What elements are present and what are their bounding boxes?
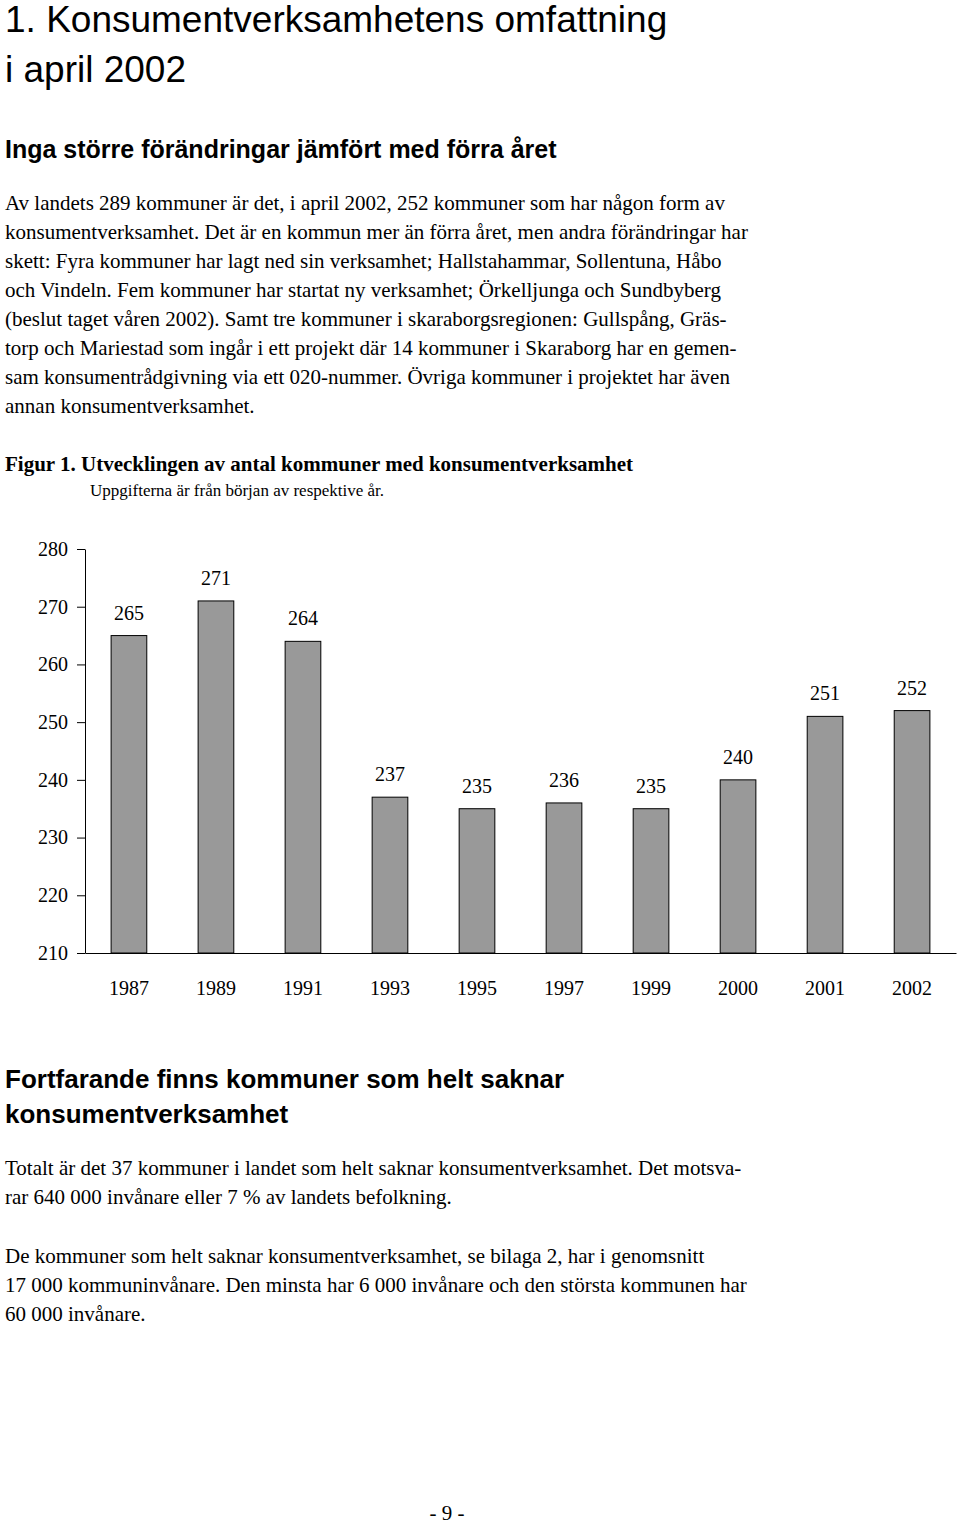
bar <box>372 797 408 953</box>
body-text: (beslut taget våren 2002). Samt tre komm… <box>5 307 727 331</box>
y-tick-label: 210 <box>38 942 68 964</box>
x-tick-label: 1993 <box>370 977 410 999</box>
x-tick: 2002 <box>892 953 932 999</box>
body-text: Totalt är det 37 kommuner i landet som h… <box>5 1156 741 1180</box>
body-text: torp och Mariestad som ingår i ett proje… <box>5 336 737 360</box>
y-tick-mark <box>77 664 85 665</box>
y-tick: 230 <box>38 826 85 848</box>
x-tick-label: 2000 <box>718 977 758 999</box>
body-text: och Vindeln. Fem kommuner har startat ny… <box>5 278 721 302</box>
body-text: rar 640 000 invånare eller 7 % av landet… <box>5 1185 452 1209</box>
x-tick: 1999 <box>631 953 671 999</box>
data-label: 235 <box>636 775 666 797</box>
x-tick: 2000 <box>718 953 758 999</box>
bar <box>633 809 669 953</box>
data-label: 265 <box>114 602 144 624</box>
page-number: - 9 - <box>430 1501 465 1525</box>
body-text: annan konsumentverksamhet. <box>5 394 255 418</box>
x-tick-label: 2001 <box>805 977 845 999</box>
y-tick-label: 260 <box>38 653 68 675</box>
y-tick: 220 <box>38 884 85 906</box>
bar <box>546 803 582 953</box>
x-tick-label: 1989 <box>196 977 236 999</box>
body-text: 17 000 kommuninvånare. Den minsta har 6 … <box>5 1273 747 1297</box>
y-tick-label: 240 <box>38 769 68 791</box>
section-title: konsumentverksamhet <box>5 1099 289 1129</box>
chart: 210 220 230 240 250 260 270 280 1987 1989 1991 1993… <box>38 538 957 999</box>
y-tick-mark <box>77 895 85 896</box>
body-text: 60 000 invånare. <box>5 1302 146 1326</box>
y-tick: 260 <box>38 653 85 675</box>
bar <box>807 716 843 953</box>
data-label: 264 <box>288 607 318 629</box>
x-tick: 1987 <box>109 953 149 999</box>
chart-subtitle: Uppgifterna är från början av respektive… <box>90 481 384 500</box>
y-tick-label: 220 <box>38 884 68 906</box>
y-tick-mark <box>77 838 85 839</box>
bar <box>111 636 147 953</box>
x-tick-label: 1987 <box>109 977 149 999</box>
data-label: 271 <box>201 567 231 589</box>
data-label: 252 <box>897 677 927 699</box>
body-text: konsumentverksamhet. Det är en kommun me… <box>5 220 748 244</box>
y-tick-label: 280 <box>38 538 68 560</box>
y-tick: 240 <box>38 769 85 791</box>
data-label: 236 <box>549 769 579 791</box>
x-tick: 1991 <box>283 953 323 999</box>
chart-title: Figur 1. Utvecklingen av antal kommuner … <box>5 452 633 476</box>
bar <box>459 809 495 953</box>
x-axis-line <box>86 953 957 954</box>
x-tick-label: 2002 <box>892 977 932 999</box>
y-tick-mark <box>77 780 85 781</box>
data-label: 240 <box>723 746 753 768</box>
data-labels: 265 271 264 237 235 236 235 240 251 252 <box>114 567 927 797</box>
heading: i april 2002 <box>5 49 186 90</box>
x-tick-label: 1995 <box>457 977 497 999</box>
bar <box>285 641 321 953</box>
y-tick: 250 <box>38 711 85 733</box>
y-tick-mark <box>77 953 85 954</box>
y-axis: 210 220 230 240 250 260 270 280 <box>38 538 86 964</box>
body-text: sam konsumentrådgivning via ett 020-numm… <box>5 365 730 389</box>
section-title: Inga större förändringar jämfört med för… <box>5 135 557 163</box>
y-tick-mark <box>77 549 85 550</box>
data-label: 237 <box>375 763 405 785</box>
section-title: Fortfarande finns kommuner som helt sakn… <box>5 1064 564 1094</box>
y-axis-line <box>85 550 86 954</box>
heading: 1. Konsumentverksamhetens omfattning <box>5 0 667 40</box>
page: 1. Konsumentverksamhetens omfattning i ap… <box>0 0 960 1526</box>
y-tick: 270 <box>38 596 85 618</box>
y-tick-label: 230 <box>38 826 68 848</box>
y-tick-label: 270 <box>38 596 68 618</box>
y-tick-mark <box>77 607 85 608</box>
y-tick-mark <box>77 722 85 723</box>
x-axis: 1987 1989 1991 1993 1995 1997 1999 2000 2001 2002 <box>86 953 957 999</box>
data-label: 235 <box>462 775 492 797</box>
y-tick: 280 <box>38 538 85 560</box>
x-tick: 1989 <box>196 953 236 999</box>
y-tick: 210 <box>38 942 85 964</box>
bar <box>198 601 234 953</box>
body-text: skett: Fyra kommuner har lagt ned sin ve… <box>5 249 722 273</box>
body-text: De kommuner som helt saknar konsumentver… <box>5 1244 704 1268</box>
y-tick-label: 250 <box>38 711 68 733</box>
body-text: Av landets 289 kommuner är det, i april … <box>5 191 725 215</box>
x-tick: 1997 <box>544 953 584 999</box>
x-tick: 1993 <box>370 953 410 999</box>
x-tick-label: 1991 <box>283 977 323 999</box>
x-tick: 1995 <box>457 953 497 999</box>
bar <box>720 780 756 953</box>
x-tick-label: 1999 <box>631 977 671 999</box>
bars <box>111 601 930 953</box>
data-label: 251 <box>810 682 840 704</box>
bar <box>894 711 930 953</box>
x-tick-label: 1997 <box>544 977 584 999</box>
x-tick: 2001 <box>805 953 845 999</box>
